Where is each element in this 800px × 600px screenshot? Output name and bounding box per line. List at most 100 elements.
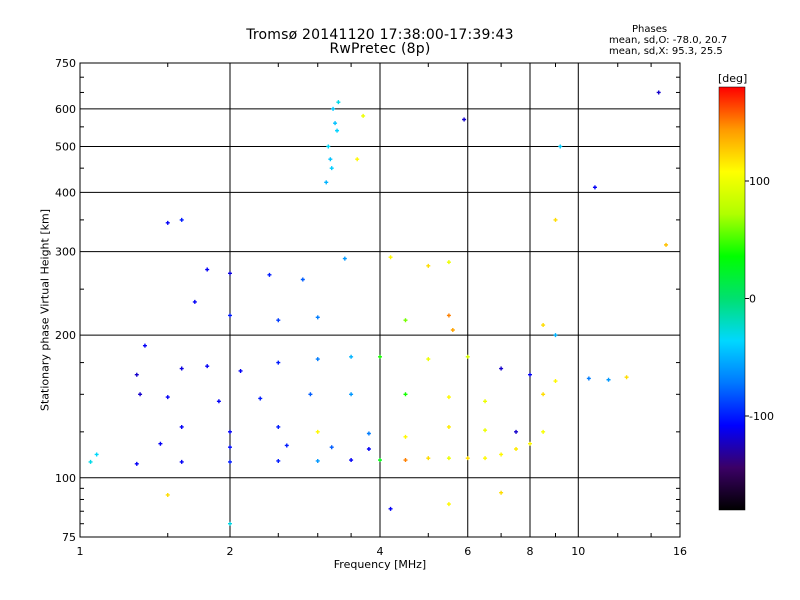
data-point: [335, 128, 340, 133]
y-tick-label: 750: [55, 57, 76, 70]
colorbar-tick-label: 0: [749, 293, 756, 306]
data-point: [450, 328, 455, 333]
data-point: [276, 318, 281, 323]
data-point: [308, 392, 313, 397]
y-tick-label: 100: [55, 472, 76, 485]
data-point: [483, 456, 488, 461]
data-point: [541, 392, 546, 397]
data-point: [205, 364, 210, 369]
data-point: [355, 157, 360, 162]
x-tick-label: 10: [571, 545, 585, 558]
data-point: [315, 458, 320, 463]
x-ticks: 1 2 4 6 8 10 16: [77, 63, 687, 558]
data-point: [483, 399, 488, 404]
data-point: [336, 100, 341, 105]
data-point: [553, 333, 558, 338]
stats-o-mode: mean, sd,O: -78.0, 20.7: [609, 35, 728, 46]
data-point: [426, 357, 431, 362]
data-point: [228, 445, 232, 450]
data-point: [366, 447, 371, 452]
data-point: [192, 299, 197, 304]
data-point: [315, 357, 320, 362]
data-point: [165, 492, 170, 497]
data-point: [403, 434, 408, 439]
data-point: [378, 354, 382, 359]
data-point: [514, 447, 519, 452]
data-point: [165, 395, 170, 400]
data-point: [403, 318, 408, 323]
data-point: [216, 399, 221, 404]
data-point: [664, 242, 669, 247]
y-tick-label: 500: [55, 140, 76, 153]
data-point: [179, 217, 184, 222]
y-tick-label: 75: [62, 531, 76, 544]
x-tick-label: 1: [77, 545, 84, 558]
data-point: [326, 144, 331, 149]
data-point: [541, 429, 546, 434]
data-point: [329, 445, 334, 450]
data-point: [315, 429, 320, 434]
chart-title: Tromsø 20141120 17:38:00-17:39:43: [246, 27, 514, 43]
data-point: [499, 490, 504, 495]
data-point: [462, 117, 467, 122]
data-point: [329, 166, 334, 171]
data-point: [499, 452, 504, 457]
data-point: [592, 185, 597, 190]
data-point: [284, 443, 289, 448]
data-point: [238, 368, 243, 373]
data-points: [88, 90, 669, 526]
data-point: [228, 429, 232, 434]
y-tick-label: 600: [55, 103, 76, 116]
data-point: [403, 458, 408, 463]
data-point: [446, 456, 451, 461]
data-point: [300, 277, 305, 282]
data-point: [446, 260, 451, 265]
data-point: [541, 323, 546, 328]
data-point: [366, 431, 371, 436]
data-point: [258, 396, 263, 401]
data-point: [499, 366, 504, 371]
data-point: [331, 106, 336, 111]
colorbar-ticks: 100 0 -100: [745, 175, 774, 423]
data-point: [349, 458, 354, 463]
data-point: [179, 366, 184, 371]
data-point: [553, 379, 558, 384]
data-point: [328, 157, 333, 162]
data-point: [388, 255, 393, 260]
data-point: [446, 424, 451, 429]
data-point: [333, 121, 338, 126]
data-point: [624, 375, 629, 380]
y-tick-label: 300: [55, 246, 76, 259]
x-axis-label: Frequency [MHz]: [333, 558, 427, 571]
data-point: [158, 441, 163, 446]
data-point: [553, 217, 558, 222]
colorbar-label: [deg]: [718, 72, 747, 85]
data-point: [465, 456, 470, 461]
data-point: [228, 521, 232, 526]
stats-x-mode: mean, sd,X: 95.3, 25.5: [609, 46, 723, 57]
data-point: [483, 428, 488, 433]
data-point: [656, 90, 661, 95]
data-point: [426, 263, 431, 268]
data-point: [606, 377, 611, 382]
stats-header: Phases: [632, 24, 668, 35]
data-point: [134, 372, 139, 377]
data-point: [528, 372, 532, 377]
data-point: [276, 360, 281, 365]
y-tick-label: 200: [55, 329, 76, 342]
data-point: [134, 461, 139, 466]
data-point: [378, 458, 382, 463]
plot-frame: [79, 62, 681, 538]
colorbar: [718, 86, 746, 511]
colorbar-tick-label: 100: [749, 175, 770, 188]
data-point: [267, 272, 272, 277]
x-tick-label: 2: [227, 545, 234, 558]
data-point: [138, 392, 143, 397]
data-point: [388, 506, 393, 511]
grid-lines: [80, 63, 680, 537]
data-point: [276, 424, 281, 429]
data-point: [446, 313, 451, 318]
data-point: [179, 459, 184, 464]
data-point: [361, 113, 366, 118]
